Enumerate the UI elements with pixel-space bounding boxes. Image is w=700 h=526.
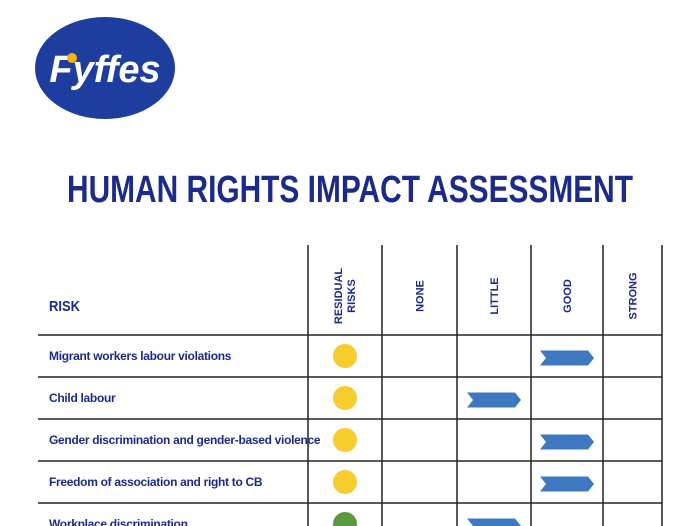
residual-risk-dot: [333, 386, 357, 410]
title: HUMAN RIGHTS IMPACT ASSESSMENT: [67, 169, 633, 211]
column-header: STRONG: [628, 272, 640, 319]
risk-label: Workplace discrimination: [49, 517, 188, 526]
column-header: NONE: [415, 280, 427, 312]
logo-dot: [67, 53, 77, 63]
residual-risk-dot: [333, 428, 357, 452]
column-header: RESIDUALRISKS: [333, 268, 358, 325]
column-header: LITTLE: [489, 277, 501, 314]
risk-label: Child labour: [49, 391, 116, 405]
column-header: RISK: [49, 298, 80, 315]
residual-risk-dot: [333, 344, 357, 368]
risk-label: Gender discrimination and gender-based v…: [49, 433, 321, 447]
table: RISK RESIDUALRISKS NONE LITTLE GOOD STRONG Mig…: [38, 245, 663, 526]
risk-label: Migrant workers labour violations: [49, 349, 232, 363]
level-arrow: [540, 350, 594, 366]
logo-badge: [35, 17, 175, 119]
column-header: GOOD: [562, 279, 574, 313]
level-arrow: [467, 518, 521, 526]
residual-risk-dot: [333, 470, 357, 494]
level-arrow: [540, 434, 594, 450]
logo: Fyffes: [35, 17, 175, 119]
logo-text: Fyffes: [49, 49, 160, 91]
level-arrow: [540, 476, 594, 492]
residual-risk-dot: [333, 512, 357, 526]
risk-label: Freedom of association and right to CB: [49, 475, 263, 489]
level-arrow: [467, 392, 521, 408]
